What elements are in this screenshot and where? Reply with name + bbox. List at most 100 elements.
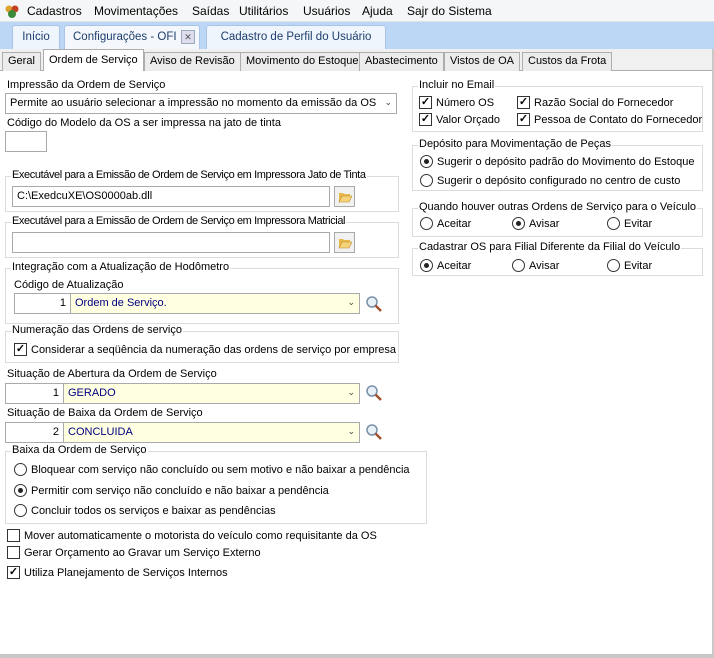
abertura-value: GERADO — [68, 387, 116, 399]
tab-label: Cadastro de Perfil do Usuário — [220, 31, 372, 43]
deposito-group: Depósito para Movimentação de Peças — [412, 138, 703, 191]
window-border — [712, 49, 714, 658]
checkbox-label: Utiliza Planejamento de Serviços Interno… — [24, 566, 228, 579]
checkbox-checked-icon: ✓ — [14, 343, 27, 356]
radio-label: Avisar — [529, 259, 560, 272]
deposito-option-centro-custo[interactable]: Sugerir o depósito configurado no centro… — [420, 174, 680, 187]
impressao-value: Permite ao usuário selecionar a impressã… — [10, 97, 377, 109]
exec-jato-group: Executável para a Emissão de Ordem de Se… — [5, 169, 399, 212]
menu-sair[interactable]: Sajr do Sistema — [407, 4, 492, 18]
radio-label: Permitir com serviço não concluído e não… — [31, 484, 329, 497]
baixa-os-group: Baixa da Ordem de Serviço — [5, 444, 427, 524]
radio-label: Avisar — [529, 217, 560, 230]
menu-ajuda[interactable]: Ajuda — [362, 4, 393, 18]
abertura-code[interactable]: 1 — [5, 383, 64, 404]
checkbox-icon — [7, 529, 20, 542]
radio-label: Evitar — [624, 259, 653, 272]
gerar-orcamento-checkbox[interactable]: Gerar Orçamento ao Gravar um Serviço Ext… — [7, 546, 261, 559]
numeracao-check-label: Considerar a seqüência da numeração das … — [31, 343, 397, 356]
codigo-atualizacao-value: Ordem de Serviço. — [75, 297, 167, 309]
email-valor-orcado-checkbox[interactable]: ✓ Valor Orçado — [419, 113, 500, 126]
radio-selected-icon — [14, 484, 27, 497]
radio-selected-icon — [420, 259, 433, 272]
checkbox-icon — [7, 546, 20, 559]
menu-utilitarios[interactable]: Utilitários — [239, 4, 289, 18]
checkbox-checked-icon: ✓ — [517, 96, 530, 109]
email-numero-os-checkbox[interactable]: ✓ Número OS — [419, 96, 494, 109]
checkbox-checked-icon: ✓ — [517, 113, 530, 126]
codigo-atualizacao-label: Código de Atualização — [14, 279, 124, 291]
radio-icon — [420, 174, 433, 187]
baixa-value: CONCLUIDA — [68, 426, 133, 438]
folder-open-icon — [338, 192, 352, 202]
app-tab-configuracoes[interactable]: Configurações - OFI ✕ — [64, 25, 200, 49]
baixa-option-bloquear[interactable]: Bloquear com serviço não concluído ou se… — [14, 463, 410, 476]
chevron-down-icon: ⌄ — [384, 97, 392, 107]
outras-avisar-radio[interactable]: Avisar — [512, 217, 559, 230]
deposito-legend: Depósito para Movimentação de Peças — [418, 138, 612, 150]
app-tab-inicio[interactable]: Início — [12, 25, 60, 49]
outras-os-legend: Quando houver outras Ordens de Serviço p… — [418, 201, 698, 213]
exec-matricial-group: Executável para a Emissão de Ordem de Se… — [5, 215, 399, 258]
browse-folder-button[interactable] — [334, 232, 355, 253]
tab-movimento-estoque[interactable]: Movimento do Estoque — [240, 52, 365, 71]
app-tab-cadastro-perfil[interactable]: Cadastro de Perfil do Usuário — [206, 25, 386, 49]
email-pessoa-contato-checkbox[interactable]: ✓ Pessoa de Contato do Fornecedor — [517, 113, 702, 126]
exec-jato-input[interactable]: C:\ExedcuXE\OS0000ab.dll — [12, 186, 330, 207]
browse-folder-button[interactable] — [334, 186, 355, 207]
chevron-down-icon: ⌄ — [347, 297, 355, 307]
checkbox-checked-icon: ✓ — [419, 96, 432, 109]
search-icon[interactable] — [365, 384, 383, 402]
tab-vistos-oa[interactable]: Vistos de OA — [444, 52, 520, 71]
search-icon[interactable] — [365, 423, 383, 441]
outras-os-group: Quando houver outras Ordens de Serviço p… — [412, 201, 703, 237]
radio-icon — [512, 259, 525, 272]
baixa-select[interactable]: CONCLUIDA ⌄ — [63, 422, 360, 443]
codigo-atualizacao-select[interactable]: Ordem de Serviço. ⌄ — [70, 293, 360, 314]
deposito-option-padrao[interactable]: Sugerir o depósito padrão do Movimento d… — [420, 155, 694, 168]
numeracao-checkbox[interactable]: ✓ Considerar a seqüência da numeração das… — [14, 343, 396, 356]
abertura-select[interactable]: GERADO ⌄ — [63, 383, 360, 404]
radio-label: Aceitar — [437, 217, 472, 230]
hodometro-legend: Integração com a Atualização de Hodômetr… — [11, 261, 231, 273]
tab-ordem-servico[interactable]: Ordem de Serviço — [43, 49, 144, 71]
radio-icon — [14, 504, 27, 517]
tab-aviso-revisao[interactable]: Aviso de Revisão — [144, 52, 241, 71]
exec-matricial-input[interactable] — [12, 232, 330, 253]
codigo-atualizacao-code[interactable]: 1 — [14, 293, 71, 314]
exec-matricial-legend: Executável para a Emissão de Ordem de Se… — [11, 215, 347, 227]
radio-label: Bloquear com serviço não concluído ou se… — [31, 463, 410, 476]
tab-label: Configurações - OFI — [73, 31, 177, 43]
window-border — [0, 654, 714, 658]
filial-evitar-radio[interactable]: Evitar — [607, 259, 652, 272]
outras-aceitar-radio[interactable]: Aceitar — [420, 217, 471, 230]
app-tab-strip: Início Configurações - OFI ✕ Cadastro de… — [0, 22, 714, 49]
chevron-down-icon: ⌄ — [347, 387, 355, 397]
close-tab-icon[interactable]: ✕ — [181, 30, 195, 44]
tab-abastecimento[interactable]: Abastecimento — [359, 52, 444, 71]
filial-avisar-radio[interactable]: Avisar — [512, 259, 559, 272]
baixa-option-permitir[interactable]: Permitir com serviço não concluído e não… — [14, 484, 329, 497]
checkbox-label: Número OS — [436, 96, 495, 109]
baixa-option-concluir[interactable]: Concluir todos os serviços e baixar as p… — [14, 504, 276, 517]
menu-bar: Cadastros Movimentações Saídas Utilitári… — [0, 0, 714, 22]
settings-tabs: Geral Ordem de Serviço Aviso de Revisão … — [0, 49, 714, 71]
filial-group: Cadastrar OS para Filial Diferente da Fi… — [412, 241, 703, 276]
outras-evitar-radio[interactable]: Evitar — [607, 217, 652, 230]
codigo-modelo-input[interactable] — [5, 131, 47, 152]
filial-aceitar-radio[interactable]: Aceitar — [420, 259, 471, 272]
checkbox-label: Gerar Orçamento ao Gravar um Serviço Ext… — [24, 546, 261, 559]
menu-usuarios[interactable]: Usuários — [303, 4, 351, 18]
search-icon[interactable] — [365, 295, 383, 313]
menu-cadastros[interactable]: Cadastros — [27, 4, 82, 18]
menu-saidas[interactable]: Saídas — [192, 4, 230, 18]
tab-custos-frota[interactable]: Custos da Frota — [522, 52, 613, 71]
radio-icon — [420, 217, 433, 230]
tab-geral[interactable]: Geral — [2, 52, 41, 71]
email-razao-social-checkbox[interactable]: ✓ Razão Social do Fornecedor — [517, 96, 673, 109]
impressao-select[interactable]: Permite ao usuário selecionar a impressã… — [5, 93, 397, 114]
menu-movimentacoes[interactable]: Movimentações — [94, 4, 179, 18]
planejamento-checkbox[interactable]: ✓ Utiliza Planejamento de Serviços Intern… — [7, 566, 228, 579]
mover-motorista-checkbox[interactable]: Mover automaticamente o motorista do veí… — [7, 529, 377, 542]
baixa-code[interactable]: 2 — [5, 422, 64, 443]
